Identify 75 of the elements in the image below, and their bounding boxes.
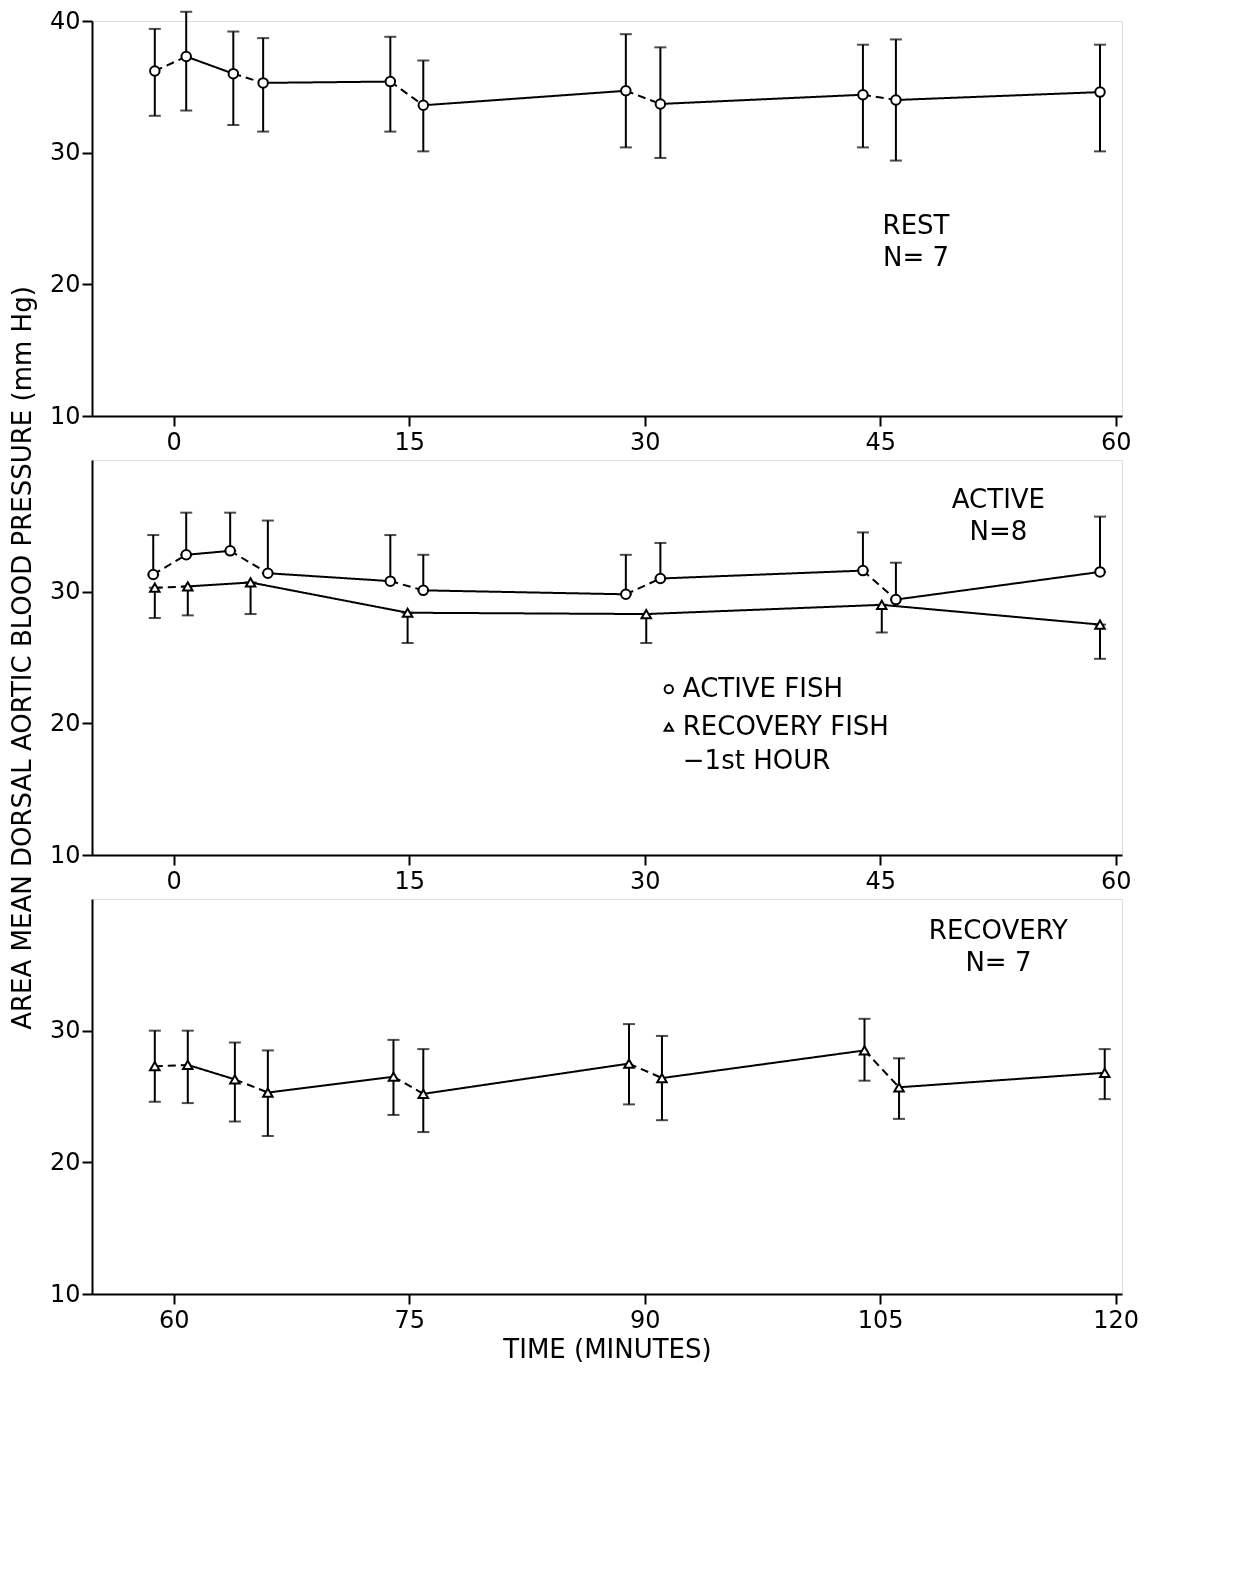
x-tick-label: 15: [394, 866, 425, 895]
x-tick-label: 75: [394, 1305, 425, 1334]
point: [262, 567, 274, 579]
x-tick-label: 15: [394, 427, 425, 456]
annotation: ACTIVE: [951, 483, 1046, 514]
y-tick-label: 20: [49, 1147, 81, 1176]
point: [384, 575, 397, 587]
point: [893, 1082, 905, 1093]
point: [1094, 619, 1106, 630]
x-tick-label: 0: [166, 427, 182, 456]
x-tick-label: 60: [158, 1305, 190, 1334]
point: [640, 608, 652, 620]
y-tick-label: 10: [49, 401, 81, 430]
x-tick-label: 120: [1093, 1305, 1140, 1334]
y-tick-label: 10: [49, 1279, 81, 1308]
point: [654, 572, 667, 585]
y-tick-label: 20: [49, 708, 81, 737]
point: [620, 85, 632, 97]
point: [387, 1071, 400, 1082]
point: [262, 1087, 274, 1098]
point: [876, 599, 888, 610]
legend-label: RECOVERY FISH −1st HOUR: [682, 711, 889, 776]
point: [857, 564, 869, 577]
point: [149, 65, 161, 77]
point: [620, 588, 632, 601]
point: [890, 593, 902, 606]
point: [1094, 566, 1106, 578]
point: [149, 582, 161, 593]
y-tick-label: 30: [49, 138, 81, 167]
x-tick-label: 60: [1100, 427, 1132, 456]
point: [257, 77, 269, 89]
x-axis-title: TIME (MINUTES): [502, 1333, 712, 1364]
point: [417, 1088, 430, 1099]
point: [656, 1072, 668, 1084]
x-tick-label: 30: [629, 866, 661, 895]
point: [1098, 1067, 1111, 1078]
x-tick-label: 60: [1100, 866, 1132, 895]
x-tick-label: 90: [629, 1305, 661, 1334]
point: [180, 549, 192, 561]
point: [890, 94, 902, 106]
x-tick-label: 45: [865, 866, 896, 895]
point: [857, 89, 869, 101]
point: [229, 1074, 241, 1085]
point: [147, 568, 159, 581]
legend-label: ACTIVE FISH: [682, 673, 843, 704]
point: [227, 67, 240, 80]
x-tick-label: 105: [857, 1305, 904, 1334]
point: [244, 577, 257, 588]
point: [858, 1045, 871, 1056]
y-tick-label: 20: [49, 269, 81, 298]
y-axis-title: AREA MEAN DORSAL AORTIC BLOOD PRESSURE (mm Hg): [6, 286, 37, 1030]
point: [417, 584, 430, 597]
point: [149, 1061, 161, 1072]
y-tick-label: 30: [49, 1016, 81, 1045]
point: [417, 99, 430, 111]
point: [182, 1059, 194, 1071]
y-tick-label: 10: [49, 840, 81, 869]
point: [224, 545, 236, 557]
point: [654, 98, 667, 110]
annotation: REST: [882, 210, 950, 241]
x-tick-label: 45: [865, 427, 896, 456]
point: [384, 75, 397, 88]
point: [623, 1058, 635, 1069]
x-tick-label: 0: [166, 866, 182, 895]
y-tick-label: 30: [49, 577, 81, 606]
point: [182, 581, 194, 592]
annotation: RECOVERY: [928, 914, 1069, 945]
annotation: N= 7: [882, 242, 950, 273]
x-tick-label: 30: [629, 427, 661, 456]
point: [180, 50, 192, 63]
point: [401, 607, 414, 618]
annotation: N= 7: [965, 946, 1032, 977]
point: [1094, 86, 1106, 98]
annotation: N=8: [969, 515, 1028, 546]
y-tick-label: 40: [49, 6, 81, 35]
